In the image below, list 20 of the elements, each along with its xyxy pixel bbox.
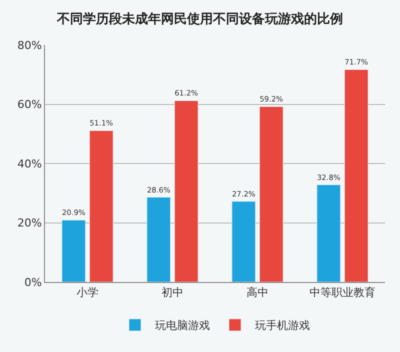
bar [62,220,86,282]
y-tick-label: 0% [24,276,42,289]
x-tick-label: 中等职业教育 [310,286,376,300]
bar [174,100,198,282]
y-tick-label: 20% [17,216,42,230]
legend-label: 玩手机游戏 [255,319,310,332]
x-tick-label: 高中 [246,286,268,300]
y-tick-label: 80% [17,38,42,52]
bar [232,201,256,282]
bar [344,69,368,282]
y-tick-label: 60% [17,98,42,112]
bar [146,197,171,282]
x-tick-label: 初中 [162,286,184,300]
legend-label: 玩电脑游戏 [155,319,210,332]
y-tick-label: 40% [17,157,42,170]
bar [89,130,114,282]
chart-title: 不同学历段未成年网民使用不同设备玩游戏的比例 [56,12,343,28]
x-tick-label: 小学 [76,286,98,300]
bar [259,106,284,282]
bar [316,184,341,282]
